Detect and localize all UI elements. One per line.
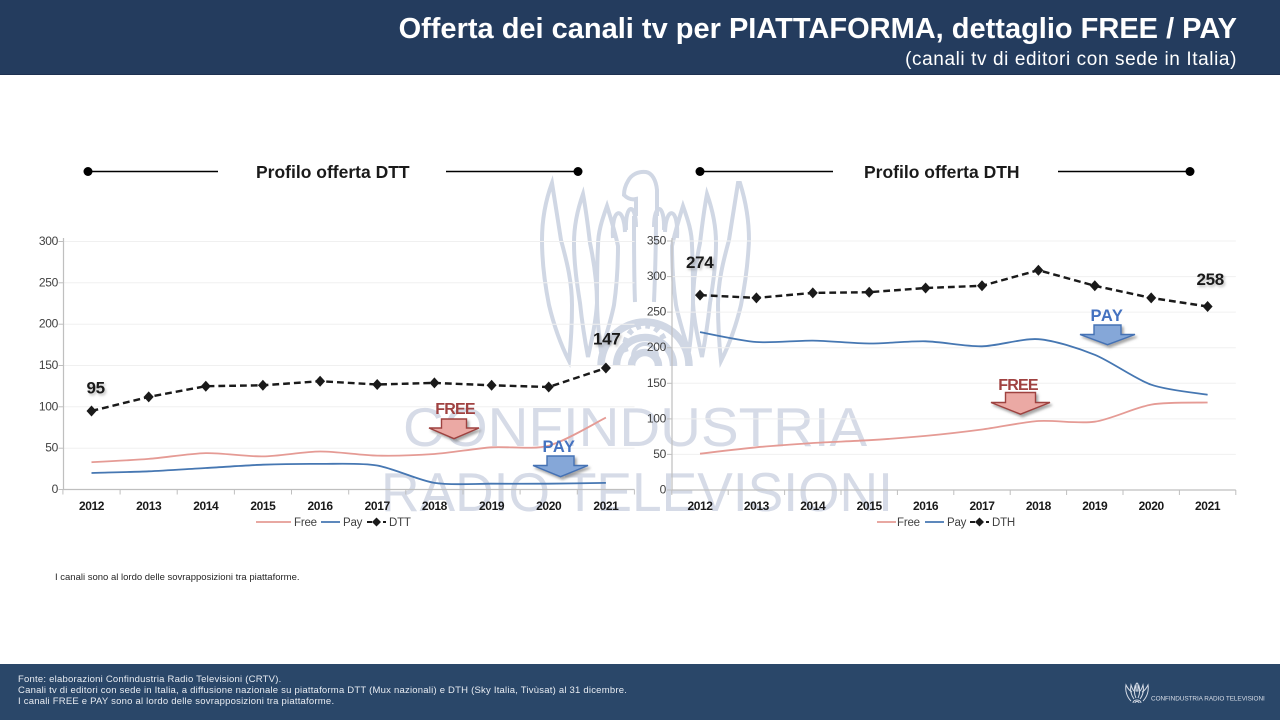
svg-text:50: 50 <box>45 441 58 455</box>
svg-text:274: 274 <box>686 253 714 272</box>
svg-text:Pay: Pay <box>947 517 967 529</box>
svg-text:2017: 2017 <box>969 499 995 513</box>
svg-text:2013: 2013 <box>744 499 770 513</box>
svg-text:100: 100 <box>647 411 667 425</box>
svg-text:FREE: FREE <box>435 401 476 418</box>
svg-text:50: 50 <box>653 447 666 461</box>
svg-text:100: 100 <box>39 399 59 413</box>
svg-text:2015: 2015 <box>250 499 276 513</box>
svg-text:2016: 2016 <box>913 499 939 513</box>
svg-text:2018: 2018 <box>1026 499 1052 513</box>
svg-text:FREE: FREE <box>998 377 1039 394</box>
svg-text:2015: 2015 <box>857 499 883 513</box>
svg-text:2017: 2017 <box>365 499 391 513</box>
svg-text:0: 0 <box>52 482 59 496</box>
svg-text:150: 150 <box>647 376 667 390</box>
svg-text:CONFINDUSTRIA RADIO TELEVISION: CONFINDUSTRIA RADIO TELEVISIONI <box>1151 696 1265 703</box>
svg-text:PAY: PAY <box>1091 307 1124 325</box>
svg-text:Free: Free <box>897 517 920 529</box>
svg-text:2014: 2014 <box>193 499 219 513</box>
svg-text:2012: 2012 <box>687 499 713 513</box>
svg-text:DTH: DTH <box>992 517 1015 529</box>
svg-text:2012: 2012 <box>79 499 105 513</box>
svg-text:2018: 2018 <box>422 499 448 513</box>
svg-text:250: 250 <box>647 305 667 319</box>
svg-text:250: 250 <box>39 275 59 289</box>
svg-text:200: 200 <box>647 340 667 354</box>
svg-text:2014: 2014 <box>800 499 826 513</box>
svg-text:300: 300 <box>39 234 59 248</box>
svg-text:DTT: DTT <box>389 517 411 529</box>
svg-text:200: 200 <box>39 317 59 331</box>
svg-text:2021: 2021 <box>593 499 619 513</box>
svg-text:2019: 2019 <box>479 499 505 513</box>
svg-text:150: 150 <box>39 358 59 372</box>
svg-text:Free: Free <box>294 517 317 529</box>
svg-text:95: 95 <box>87 379 105 398</box>
svg-text:147: 147 <box>593 330 620 349</box>
svg-text:2019: 2019 <box>1082 499 1108 513</box>
svg-text:258: 258 <box>1197 270 1224 289</box>
svg-text:PAY: PAY <box>543 438 576 456</box>
svg-text:2013: 2013 <box>136 499 162 513</box>
svg-text:2016: 2016 <box>308 499 334 513</box>
svg-text:2020: 2020 <box>536 499 562 513</box>
svg-text:300: 300 <box>647 269 667 283</box>
svg-text:2020: 2020 <box>1139 499 1165 513</box>
svg-text:0: 0 <box>660 483 667 497</box>
svg-text:2021: 2021 <box>1195 499 1221 513</box>
svg-text:Pay: Pay <box>343 517 363 529</box>
svg-text:350: 350 <box>647 234 667 248</box>
